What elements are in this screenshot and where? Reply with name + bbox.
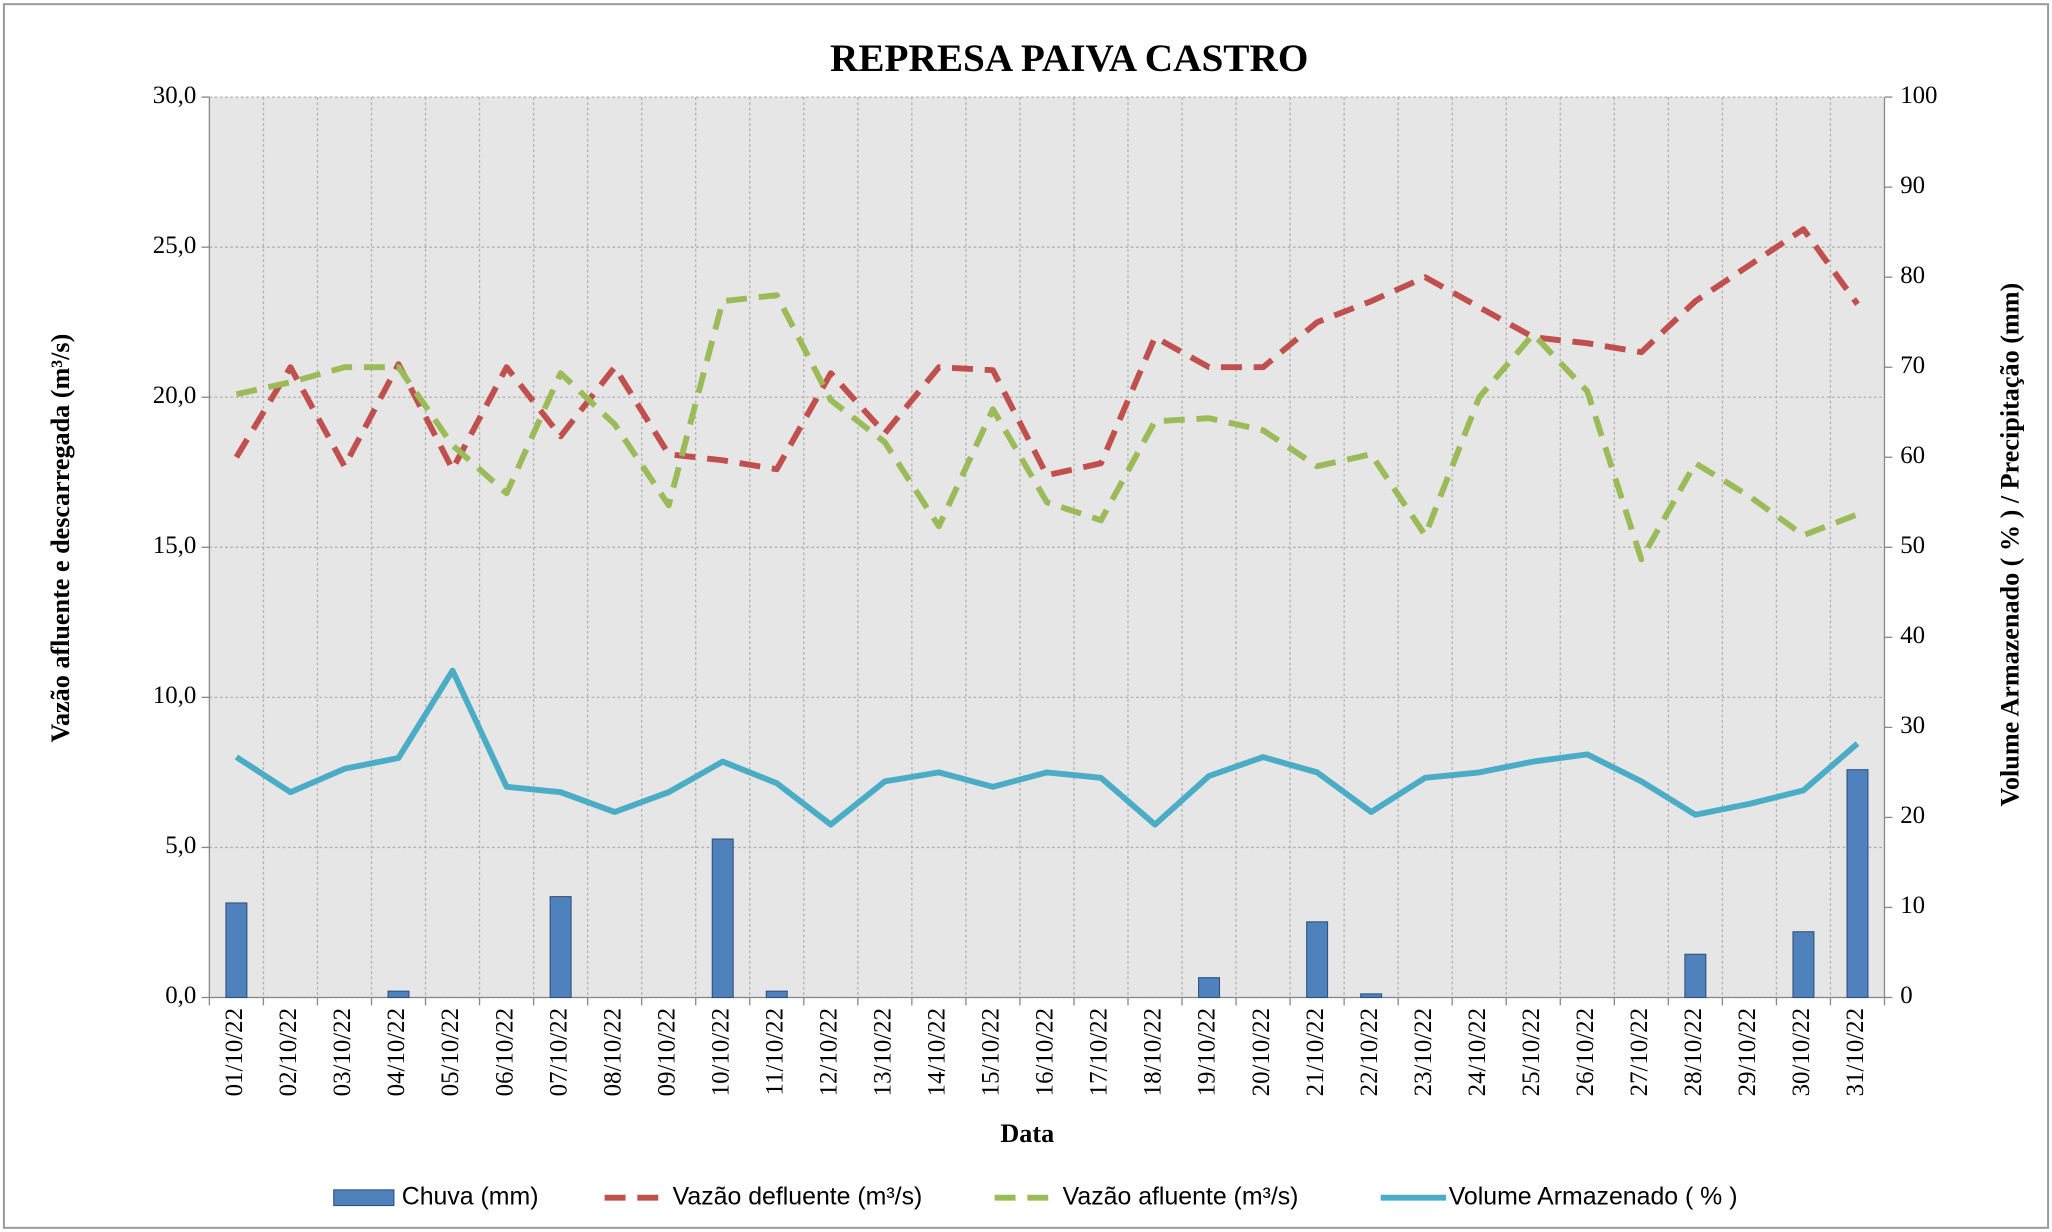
y-tick-label: 5,0 xyxy=(165,832,196,859)
x-tick-label: 20/10/22 xyxy=(1248,1008,1275,1096)
legend-label: Vazão defluente (m³/s) xyxy=(673,1182,923,1210)
y-axis-title: Vazão afluente e descarregada (m³/s) xyxy=(46,334,75,743)
x-tick-label: 07/10/22 xyxy=(545,1008,572,1096)
y2-tick-label: 80 xyxy=(1900,262,1925,289)
x-tick-label: 02/10/22 xyxy=(275,1008,302,1096)
x-tick-label: 28/10/22 xyxy=(1680,1008,1707,1096)
x-tick-label: 13/10/22 xyxy=(870,1008,897,1096)
legend-swatch xyxy=(333,1189,395,1207)
x-tick-label: 04/10/22 xyxy=(383,1008,410,1096)
line-series xyxy=(233,226,1860,479)
y-tick-label: 30,0 xyxy=(153,82,197,109)
x-tick-label: 14/10/22 xyxy=(924,1008,951,1096)
y2-tick-label: 100 xyxy=(1900,82,1937,109)
y-tick-label: 0,0 xyxy=(165,982,196,1009)
x-tick-label: 10/10/22 xyxy=(707,1008,734,1096)
x-tick-label: 22/10/22 xyxy=(1356,1008,1383,1096)
x-tick-label: 03/10/22 xyxy=(329,1008,356,1096)
x-tick-label: 08/10/22 xyxy=(599,1008,626,1096)
x-tick-label: 12/10/22 xyxy=(815,1008,842,1096)
bar xyxy=(1306,921,1329,999)
y-tick-label: 10,0 xyxy=(153,682,197,709)
bar xyxy=(1684,953,1707,999)
bar xyxy=(387,990,410,999)
y2-tick-label: 10 xyxy=(1900,892,1925,919)
line-series xyxy=(234,667,1860,828)
legend-label: Chuva (mm) xyxy=(402,1182,539,1210)
y2-tick-label: 50 xyxy=(1900,532,1925,559)
x-tick-label: 16/10/22 xyxy=(1032,1008,1059,1096)
line-series xyxy=(235,292,1859,563)
bar xyxy=(1846,769,1869,999)
y2-tick-label: 20 xyxy=(1900,802,1925,829)
x-tick-label: 30/10/22 xyxy=(1788,1008,1815,1096)
y2-tick-label: 30 xyxy=(1900,712,1925,739)
bar xyxy=(549,896,572,999)
x-tick-label: 19/10/22 xyxy=(1194,1008,1221,1096)
chart-title: REPRESA PAIVA CASTRO xyxy=(830,37,1308,80)
legend-label: Volume Armazenado ( % ) xyxy=(1449,1182,1738,1210)
y2-axis-title: Volume Armazenado ( % ) / Precipitação (… xyxy=(1996,283,2025,807)
bar xyxy=(1360,993,1383,999)
x-tick-label: 29/10/22 xyxy=(1734,1008,1761,1096)
bar xyxy=(1198,977,1221,999)
x-tick-label: 05/10/22 xyxy=(437,1008,464,1096)
bar xyxy=(1792,931,1815,999)
y-tick-label: 25,0 xyxy=(153,232,197,259)
x-tick-label: 31/10/22 xyxy=(1842,1008,1869,1096)
y2-tick-label: 40 xyxy=(1900,622,1925,649)
bar xyxy=(765,990,788,999)
x-tick-label: 21/10/22 xyxy=(1302,1008,1329,1096)
y-tick-label: 15,0 xyxy=(153,532,197,559)
x-tick-label: 27/10/22 xyxy=(1626,1008,1653,1096)
x-tick-label: 17/10/22 xyxy=(1086,1008,1113,1096)
x-tick-label: 26/10/22 xyxy=(1572,1008,1599,1096)
legend-label: Vazão afluente (m³/s) xyxy=(1063,1182,1299,1210)
x-tick-label: 23/10/22 xyxy=(1410,1008,1437,1096)
bar xyxy=(711,838,734,999)
y2-tick-label: 90 xyxy=(1900,172,1925,199)
x-tick-label: 24/10/22 xyxy=(1464,1008,1491,1096)
y2-tick-label: 70 xyxy=(1900,352,1925,379)
x-tick-label: 01/10/22 xyxy=(221,1008,248,1096)
x-tick-label: 06/10/22 xyxy=(491,1008,518,1096)
x-tick-label: 15/10/22 xyxy=(978,1008,1005,1096)
y2-tick-label: 0 xyxy=(1900,982,1912,1009)
x-tick-label: 11/10/22 xyxy=(761,1008,788,1095)
y2-tick-label: 60 xyxy=(1900,442,1925,469)
x-tick-label: 25/10/22 xyxy=(1518,1008,1545,1096)
x-tick-label: 18/10/22 xyxy=(1140,1008,1167,1096)
x-tick-label: 09/10/22 xyxy=(653,1008,680,1096)
x-axis-title: Data xyxy=(1000,1119,1054,1148)
bar xyxy=(225,902,248,999)
y-tick-label: 20,0 xyxy=(153,382,197,409)
